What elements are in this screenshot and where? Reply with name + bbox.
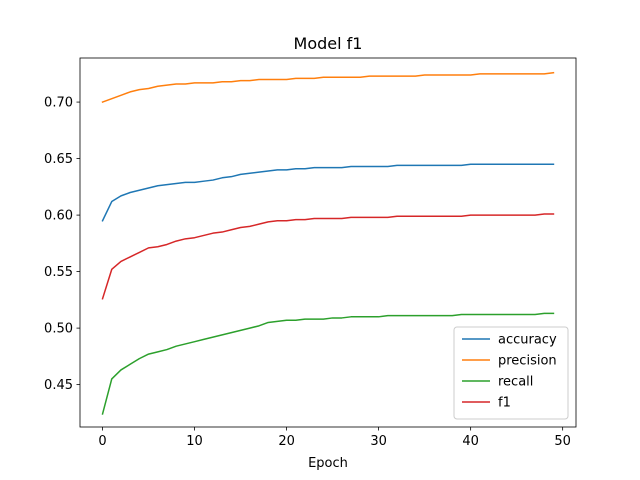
x-tick-label: 50: [554, 434, 571, 449]
series-line-accuracy: [101, 163, 555, 222]
y-tick-label: 0.55: [44, 265, 73, 280]
series-line-f1: [101, 213, 555, 300]
series-line-precision: [101, 71, 555, 104]
legend-label-accuracy: accuracy: [498, 333, 557, 348]
x-tick-label: 40: [462, 434, 479, 449]
y-tick-label: 0.50: [44, 322, 73, 337]
series-line-recall: [101, 312, 555, 415]
legend-label-recall: recall: [498, 375, 533, 390]
x-tick-label: 20: [278, 434, 295, 449]
legend-label-precision: precision: [498, 354, 557, 369]
legend-box: [453, 326, 569, 420]
axes-frame: [79, 57, 577, 428]
x-tick-label: 0: [98, 434, 106, 449]
legend: accuracy precision recall f1: [453, 326, 569, 420]
y-tick-label: 0.45: [44, 378, 73, 393]
legend-label-f1: f1: [498, 396, 511, 411]
y-tick-label: 0.60: [44, 209, 73, 224]
y-tick-label: 0.65: [44, 152, 73, 167]
x-axis-label: Epoch: [308, 456, 348, 471]
x-tick-label: 30: [370, 434, 387, 449]
chart-title: Model f1: [294, 34, 363, 53]
y-tick-label: 0.70: [44, 96, 73, 111]
x-tick-label: 10: [186, 434, 203, 449]
plot-area: 0 10 20 30 40 50 0.45 0.50 0.55 0.60 0.65 0.70: [44, 57, 577, 449]
